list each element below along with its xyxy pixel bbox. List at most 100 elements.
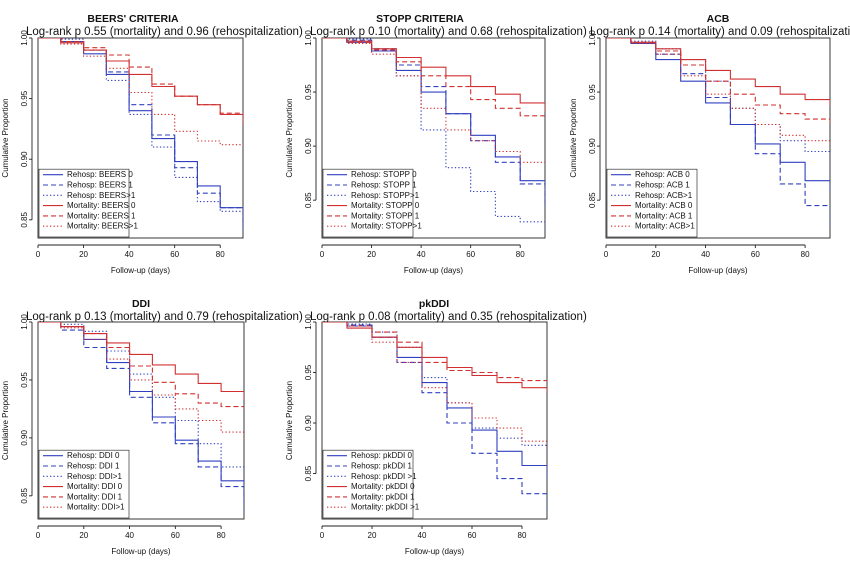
curves	[38, 38, 243, 232]
legend-entry: Mortality: BEERS 1	[67, 211, 136, 220]
x-axis-label: Follow-up (days)	[111, 266, 170, 275]
chart-title: BEERS' CRITERIA	[87, 13, 179, 25]
curve-rehosp-1	[606, 38, 830, 192]
y-tick-label: 0.95	[304, 364, 313, 380]
x-tick-label: 80	[217, 531, 226, 540]
legend-entry: Rehosp: ACB 1	[635, 181, 690, 190]
legend-entry: Rehosp: STOPP 0	[351, 170, 417, 179]
y-axis-label: Cumulative Proportion	[285, 381, 294, 460]
y-axis-label: Cumulative Proportion	[1, 98, 10, 177]
y-tick-label: 0.90	[304, 415, 313, 431]
curves	[322, 38, 545, 233]
y-axis-label: Cumulative Proportion	[1, 381, 10, 460]
x-tick-label: 0	[320, 250, 325, 259]
curve-mortality-6	[322, 322, 547, 449]
y-tick-label: 0.90	[20, 151, 29, 167]
chart-title: STOPP CRITERIA	[376, 13, 464, 25]
legend-entry: Rehosp: DDI>1	[67, 472, 122, 481]
curve-mortality-6	[606, 38, 830, 147]
x-tick-label: 20	[367, 250, 376, 259]
chart-subtitle: Log-rank p 0.10 (mortality) and 0.68 (re…	[310, 26, 587, 38]
x-tick-label: 60	[468, 531, 477, 540]
chart-title: ACB	[707, 13, 730, 25]
curve-mortality-6	[322, 38, 545, 163]
y-tick-label: 0.90	[304, 138, 313, 154]
legend-entry: Mortality: pkDDI 0	[351, 482, 415, 491]
legend-entry: Mortality: ACB 0	[635, 201, 693, 210]
legend-entry: Rehosp: BEERS 0	[67, 170, 133, 179]
curve-mortality-4	[38, 322, 244, 400]
x-tick-label: 40	[125, 531, 134, 540]
legend-box	[322, 168, 414, 238]
x-tick-label: 20	[651, 250, 660, 259]
legend-entry: Rehosp: STOPP 1	[351, 181, 417, 190]
y-tick-label: 0.85	[588, 192, 597, 208]
curve-mortality-5	[606, 38, 830, 125]
x-axis-label: Follow-up (days)	[111, 547, 170, 556]
curve-mortality-5	[322, 38, 545, 118]
legend-entry: Rehosp: pkDDI >1	[351, 472, 417, 481]
legend-entry: Mortality: STOPP 0	[351, 201, 420, 210]
chart-subtitle: Log-rank p 0.08 (mortality) and 0.35 (re…	[310, 311, 587, 323]
y-tick-label: 1.00	[304, 30, 313, 46]
chart-subtitle: Log-rank p 0.55 (mortality) and 0.96 (re…	[26, 26, 303, 38]
y-tick-label: 0.85	[20, 487, 29, 503]
y-tick-label: 1.00	[20, 30, 29, 46]
y-tick-label: 0.95	[20, 90, 29, 106]
x-tick-label: 80	[516, 250, 525, 259]
plot-frame	[321, 37, 546, 239]
x-axis-label: Follow-up (days)	[688, 266, 747, 275]
curve-mortality-5	[38, 322, 244, 409]
chart-title: DDI	[132, 298, 150, 310]
y-tick-label: 0.95	[304, 84, 313, 100]
x-tick-label: 20	[79, 250, 88, 259]
y-tick-label: 0.85	[20, 211, 29, 227]
curve-mortality-4	[606, 38, 830, 107]
x-tick-label: 40	[125, 250, 134, 259]
legend-entry: Mortality: DDI 0	[67, 482, 123, 491]
curve-mortality-4	[322, 38, 545, 112]
y-tick-label: 0.90	[588, 138, 597, 154]
legend-entry: Mortality: STOPP 1	[351, 211, 420, 220]
curve-mortality-6	[38, 38, 243, 148]
legend-entry: Rehosp: STOPP>1	[351, 191, 420, 200]
legend-entry: Mortality: BEERS>1	[67, 222, 138, 231]
curve-rehosp-3	[322, 322, 547, 459]
y-axis-label: Cumulative Proportion	[285, 98, 294, 177]
legend-entry: Rehosp: pkDDI 0	[351, 451, 412, 460]
curves	[606, 38, 830, 228]
legend-entry: Rehosp: ACB>1	[635, 191, 693, 200]
curves	[322, 322, 547, 514]
x-tick-label: 20	[368, 531, 377, 540]
x-tick-label: 40	[701, 250, 710, 259]
y-axis-label: Cumulative Proportion	[569, 98, 578, 177]
plot-frame	[605, 37, 831, 239]
chart-subtitle: Log-rank p 0.13 (mortality) and 0.79 (re…	[26, 311, 303, 323]
y-tick-label: 0.85	[304, 192, 313, 208]
x-axis-label: Follow-up (days)	[404, 266, 463, 275]
x-tick-label: 0	[36, 250, 41, 259]
x-tick-label: 80	[216, 250, 225, 259]
x-tick-label: 60	[170, 250, 179, 259]
x-tick-label: 0	[604, 250, 609, 259]
x-tick-label: 0	[36, 531, 41, 540]
y-tick-label: 1.00	[304, 314, 313, 330]
x-tick-label: 60	[466, 250, 475, 259]
x-tick-label: 80	[518, 531, 527, 540]
legend-entry: Rehosp: pkDDI 1	[351, 462, 412, 471]
x-tick-label: 80	[801, 250, 810, 259]
legend-entry: Mortality: pkDDI >1	[351, 503, 420, 512]
legend-entry: Mortality: ACB 1	[635, 211, 693, 220]
curve-mortality-5	[322, 322, 547, 385]
curves	[38, 322, 244, 514]
y-tick-label: 0.95	[588, 84, 597, 100]
curve-rehosp-2	[38, 322, 244, 514]
curve-mortality-4	[38, 38, 243, 126]
x-tick-label: 40	[417, 250, 426, 259]
legend-entry: Mortality: DDI 1	[67, 492, 123, 501]
